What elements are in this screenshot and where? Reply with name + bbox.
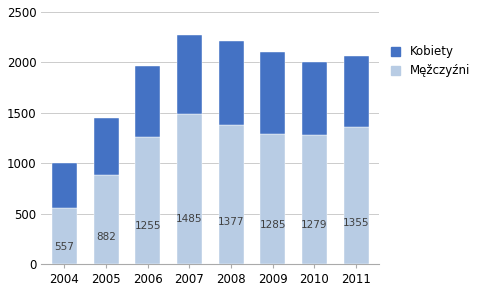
Text: 1377: 1377 (218, 217, 244, 227)
Bar (52, 163, 77, 208)
Bar (302, 62, 327, 135)
Bar (52, 208, 77, 264)
Text: 1355: 1355 (343, 218, 369, 228)
Bar (260, 134, 285, 264)
Bar (177, 35, 202, 114)
Bar (219, 125, 243, 264)
Bar (135, 137, 160, 264)
Text: 1285: 1285 (260, 220, 286, 230)
Legend: Kobiety, Męžczyźni: Kobiety, Męžczyźni (388, 43, 472, 80)
Bar (302, 135, 327, 264)
Bar (177, 114, 202, 264)
Text: 1255: 1255 (135, 221, 161, 231)
Text: 557: 557 (54, 242, 74, 252)
Bar (344, 127, 369, 264)
Bar (135, 67, 160, 137)
Text: 1279: 1279 (301, 220, 328, 230)
Text: 882: 882 (96, 232, 116, 242)
Bar (93, 175, 119, 264)
Bar (93, 118, 119, 175)
Bar (219, 41, 243, 125)
Bar (344, 56, 369, 127)
Bar (260, 52, 285, 134)
Text: 1485: 1485 (176, 214, 203, 224)
